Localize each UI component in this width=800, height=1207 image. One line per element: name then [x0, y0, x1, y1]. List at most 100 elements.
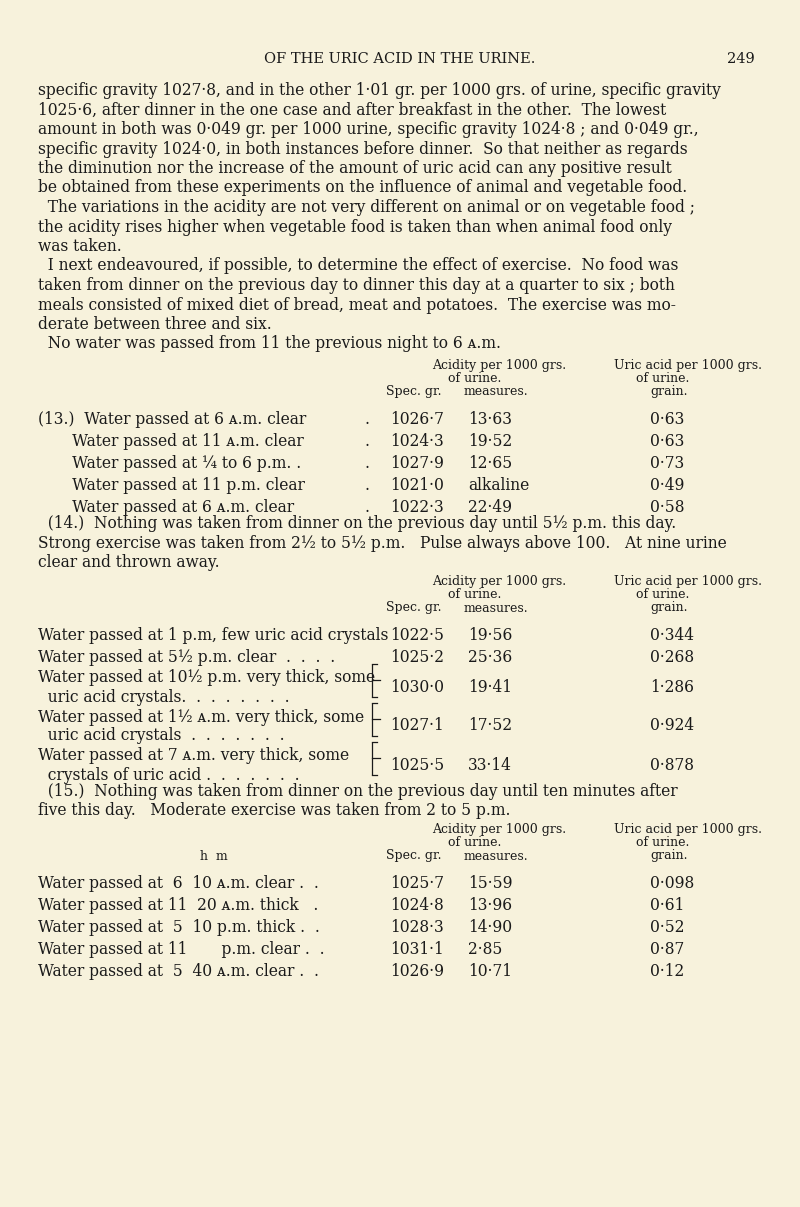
Text: clear and thrown away.: clear and thrown away.	[38, 554, 220, 571]
Text: 1031·1: 1031·1	[390, 941, 444, 958]
Text: derate between three and six.: derate between three and six.	[38, 316, 272, 333]
Text: Water passed at 1 p.m, few uric acid crystals: Water passed at 1 p.m, few uric acid cry…	[38, 628, 388, 645]
Text: the diminution nor the increase of the amount of uric acid can any positive resu: the diminution nor the increase of the a…	[38, 161, 672, 177]
Text: Water passed at 5½ p.m. clear  .  .  .  .: Water passed at 5½ p.m. clear . . . .	[38, 649, 345, 666]
Text: 1026·7: 1026·7	[390, 412, 444, 428]
Text: Water passed at  6  10 ᴀ.m. clear .  .: Water passed at 6 10 ᴀ.m. clear . .	[38, 875, 319, 892]
Text: 0·63: 0·63	[650, 433, 684, 450]
Text: No water was passed from 11 the previous night to 6 ᴀ.m.: No water was passed from 11 the previous…	[38, 336, 501, 352]
Text: grain.: grain.	[650, 601, 687, 614]
Text: 22·49: 22·49	[468, 498, 512, 517]
Text: 0·344: 0·344	[650, 628, 694, 645]
Text: 0·58: 0·58	[650, 498, 685, 517]
Text: measures.: measures.	[464, 850, 529, 863]
Text: taken from dinner on the previous day to dinner this day at a quarter to six ; b: taken from dinner on the previous day to…	[38, 276, 675, 295]
Text: Water passed at 6 ᴀ.m. clear: Water passed at 6 ᴀ.m. clear	[38, 498, 294, 517]
Text: 1021·0: 1021·0	[390, 477, 444, 494]
Text: amount in both was 0·049 gr. per 1000 urine, specific gravity 1024·8 ; and 0·049: amount in both was 0·049 gr. per 1000 ur…	[38, 121, 698, 138]
Text: .: .	[365, 455, 370, 472]
Text: five this day.   Moderate exercise was taken from 2 to 5 p.m.: five this day. Moderate exercise was tak…	[38, 801, 510, 820]
Text: uric acid crystals  .  .  .  .  .  .  .: uric acid crystals . . . . . . .	[38, 728, 285, 745]
Text: 1025·5: 1025·5	[390, 757, 444, 774]
Text: The variations in the acidity are not very different on animal or on vegetable f: The variations in the acidity are not ve…	[38, 199, 695, 216]
Text: 17·52: 17·52	[468, 717, 512, 735]
Text: 13·96: 13·96	[468, 898, 512, 915]
Text: Water passed at  5  40 ᴀ.m. clear .  .: Water passed at 5 40 ᴀ.m. clear . .	[38, 963, 319, 980]
Text: Uric acid per 1000 grs.: Uric acid per 1000 grs.	[614, 823, 762, 836]
Text: 2·85: 2·85	[468, 941, 502, 958]
Text: 10·71: 10·71	[468, 963, 512, 980]
Text: 33·14: 33·14	[468, 757, 512, 774]
Text: Spec. gr.: Spec. gr.	[386, 385, 442, 398]
Text: .: .	[365, 412, 370, 428]
Text: Acidity per 1000 grs.: Acidity per 1000 grs.	[432, 358, 566, 372]
Text: 14·90: 14·90	[468, 920, 512, 937]
Text: (13.)  Water passed at 6 ᴀ.m. clear: (13.) Water passed at 6 ᴀ.m. clear	[38, 412, 306, 428]
Text: grain.: grain.	[650, 850, 687, 863]
Text: 0·49: 0·49	[650, 477, 684, 494]
Text: 1·286: 1·286	[650, 678, 694, 695]
Text: uric acid crystals.  .  .  .  .  .  .  .: uric acid crystals. . . . . . . .	[38, 688, 290, 706]
Text: Water passed at 11 p.m. clear: Water passed at 11 p.m. clear	[38, 477, 305, 494]
Text: Water passed at 1½ ᴀ.m. very thick, some: Water passed at 1½ ᴀ.m. very thick, some	[38, 709, 364, 725]
Text: of urine.: of urine.	[448, 589, 502, 601]
Text: 0·73: 0·73	[650, 455, 684, 472]
Text: be obtained from these experiments on the influence of animal and vegetable food: be obtained from these experiments on th…	[38, 180, 687, 197]
Text: 1024·3: 1024·3	[390, 433, 444, 450]
Text: 0·52: 0·52	[650, 920, 685, 937]
Text: Water passed at 11 ᴀ.m. clear: Water passed at 11 ᴀ.m. clear	[38, 433, 304, 450]
Text: meals consisted of mixed diet of bread, meat and potatoes.  The exercise was mo-: meals consisted of mixed diet of bread, …	[38, 297, 676, 314]
Text: Water passed at  5  10 p.m. thick .  .: Water passed at 5 10 p.m. thick . .	[38, 920, 320, 937]
Text: 25·36: 25·36	[468, 649, 512, 666]
Text: Acidity per 1000 grs.: Acidity per 1000 grs.	[432, 576, 566, 589]
Text: 1027·9: 1027·9	[390, 455, 444, 472]
Text: of urine.: of urine.	[448, 372, 502, 385]
Text: specific gravity 1027·8, and in the other 1·01 gr. per 1000 grs. of urine, speci: specific gravity 1027·8, and in the othe…	[38, 82, 721, 99]
Text: specific gravity 1024·0, in both instances before dinner.  So that neither as re: specific gravity 1024·0, in both instanc…	[38, 140, 688, 157]
Text: the acidity rises higher when vegetable food is taken than when animal food only: the acidity rises higher when vegetable …	[38, 218, 672, 235]
Text: of urine.: of urine.	[636, 372, 690, 385]
Text: (15.)  Nothing was taken from dinner on the previous day until ten minutes after: (15.) Nothing was taken from dinner on t…	[38, 782, 678, 799]
Text: 19·56: 19·56	[468, 628, 512, 645]
Text: Water passed at 11       p.m. clear .  .: Water passed at 11 p.m. clear . .	[38, 941, 325, 958]
Text: 15·59: 15·59	[468, 875, 513, 892]
Text: 0·878: 0·878	[650, 757, 694, 774]
Text: h  m: h m	[200, 850, 228, 863]
Text: Uric acid per 1000 grs.: Uric acid per 1000 grs.	[614, 576, 762, 589]
Text: Spec. gr.: Spec. gr.	[386, 601, 442, 614]
Text: 13·63: 13·63	[468, 412, 512, 428]
Text: 1022·3: 1022·3	[390, 498, 444, 517]
Text: 1022·5: 1022·5	[390, 628, 444, 645]
Text: 19·52: 19·52	[468, 433, 512, 450]
Text: crystals of uric acid .  .  .  .  .  .  .: crystals of uric acid . . . . . . .	[38, 766, 300, 783]
Text: alkaline: alkaline	[468, 477, 530, 494]
Text: 0·098: 0·098	[650, 875, 694, 892]
Text: 1025·6, after dinner in the one case and after breakfast in the other.  The lowe: 1025·6, after dinner in the one case and…	[38, 101, 666, 118]
Text: 0·63: 0·63	[650, 412, 684, 428]
Text: I next endeavoured, if possible, to determine the effect of exercise.  No food w: I next endeavoured, if possible, to dete…	[38, 257, 678, 274]
Text: 1028·3: 1028·3	[390, 920, 444, 937]
Text: Spec. gr.: Spec. gr.	[386, 850, 442, 863]
Text: of urine.: of urine.	[636, 589, 690, 601]
Text: 1025·2: 1025·2	[390, 649, 444, 666]
Text: (14.)  Nothing was taken from dinner on the previous day until 5½ p.m. this day.: (14.) Nothing was taken from dinner on t…	[38, 515, 676, 532]
Text: of urine.: of urine.	[448, 836, 502, 850]
Text: measures.: measures.	[464, 385, 529, 398]
Text: measures.: measures.	[464, 601, 529, 614]
Text: 19·41: 19·41	[468, 678, 512, 695]
Text: 1027·1: 1027·1	[390, 717, 444, 735]
Text: grain.: grain.	[650, 385, 687, 398]
Text: 0·12: 0·12	[650, 963, 684, 980]
Text: Water passed at 11  20 ᴀ.m. thick   .: Water passed at 11 20 ᴀ.m. thick .	[38, 898, 318, 915]
Text: Strong exercise was taken from 2½ to 5½ p.m.   Pulse always above 100.   At nine: Strong exercise was taken from 2½ to 5½ …	[38, 535, 726, 552]
Text: 249: 249	[727, 52, 755, 66]
Text: 12·65: 12·65	[468, 455, 512, 472]
Text: Acidity per 1000 grs.: Acidity per 1000 grs.	[432, 823, 566, 836]
Text: was taken.: was taken.	[38, 238, 122, 255]
Text: 0·268: 0·268	[650, 649, 694, 666]
Text: 1024·8: 1024·8	[390, 898, 444, 915]
Text: 1025·7: 1025·7	[390, 875, 444, 892]
Text: of urine.: of urine.	[636, 836, 690, 850]
Text: OF THE URIC ACID IN THE URINE.: OF THE URIC ACID IN THE URINE.	[264, 52, 536, 66]
Text: .: .	[365, 498, 370, 517]
